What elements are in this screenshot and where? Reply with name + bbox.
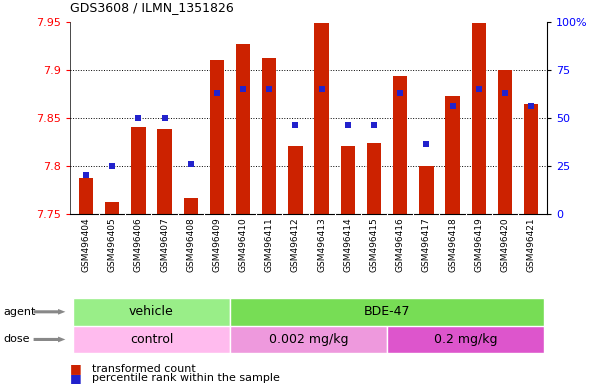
- Text: BDE-47: BDE-47: [364, 305, 411, 318]
- Bar: [73, 326, 230, 353]
- Bar: [236, 44, 251, 214]
- Text: GSM496404: GSM496404: [81, 218, 90, 272]
- Text: ■: ■: [70, 372, 82, 384]
- Bar: [419, 166, 434, 214]
- Text: GSM496413: GSM496413: [317, 218, 326, 273]
- Text: GSM496406: GSM496406: [134, 218, 143, 273]
- Text: agent: agent: [3, 307, 35, 317]
- Text: vehicle: vehicle: [129, 305, 174, 318]
- Text: GSM496417: GSM496417: [422, 218, 431, 273]
- Bar: [158, 129, 172, 214]
- Bar: [367, 143, 381, 214]
- Text: GSM496414: GSM496414: [343, 218, 353, 272]
- Text: GDS3608 / ILMN_1351826: GDS3608 / ILMN_1351826: [70, 1, 234, 14]
- Text: GSM496412: GSM496412: [291, 218, 300, 272]
- Text: transformed count: transformed count: [92, 364, 196, 374]
- Bar: [445, 96, 459, 214]
- Bar: [341, 146, 355, 214]
- Bar: [315, 23, 329, 214]
- Text: GSM496411: GSM496411: [265, 218, 274, 273]
- Text: GSM496409: GSM496409: [213, 218, 221, 273]
- Text: GSM496418: GSM496418: [448, 218, 457, 273]
- Text: ■: ■: [70, 362, 82, 375]
- Bar: [524, 104, 538, 214]
- Bar: [262, 58, 276, 214]
- Bar: [498, 70, 512, 214]
- Bar: [210, 60, 224, 214]
- Text: GSM496410: GSM496410: [238, 218, 247, 273]
- Text: GSM496416: GSM496416: [396, 218, 404, 273]
- Text: percentile rank within the sample: percentile rank within the sample: [92, 373, 279, 383]
- Bar: [472, 23, 486, 214]
- Bar: [230, 298, 544, 326]
- Bar: [183, 198, 198, 214]
- Text: GSM496408: GSM496408: [186, 218, 196, 273]
- Text: 0.002 mg/kg: 0.002 mg/kg: [269, 333, 348, 346]
- Bar: [387, 326, 544, 353]
- Text: GSM496407: GSM496407: [160, 218, 169, 273]
- Bar: [288, 146, 302, 214]
- Bar: [79, 178, 93, 214]
- Text: control: control: [130, 333, 173, 346]
- Text: GSM496415: GSM496415: [370, 218, 379, 273]
- Bar: [230, 326, 387, 353]
- Text: 0.2 mg/kg: 0.2 mg/kg: [434, 333, 497, 346]
- Text: GSM496421: GSM496421: [527, 218, 536, 272]
- Text: GSM496420: GSM496420: [500, 218, 510, 272]
- Bar: [393, 76, 408, 214]
- Text: GSM496419: GSM496419: [474, 218, 483, 273]
- Text: dose: dose: [3, 334, 29, 344]
- Bar: [73, 298, 230, 326]
- Bar: [131, 127, 145, 214]
- Bar: [105, 202, 119, 214]
- Text: GSM496405: GSM496405: [108, 218, 117, 273]
